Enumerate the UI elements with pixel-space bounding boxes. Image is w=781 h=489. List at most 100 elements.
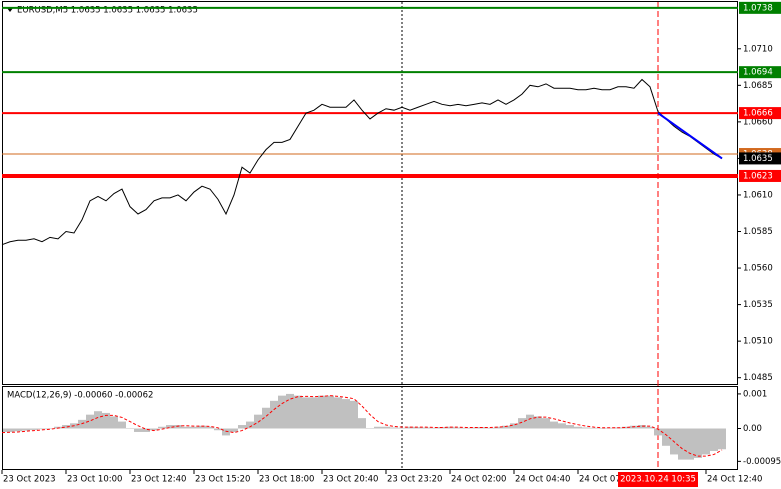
histogram-bar: [686, 428, 694, 460]
y-tick-label: 1.0510: [743, 337, 773, 347]
current-price-box: [739, 152, 781, 165]
y-tick-label: -0.00095: [743, 457, 781, 467]
histogram-bar: [382, 426, 390, 429]
histogram-bar: [550, 421, 558, 429]
y-tick-label: 1.0535: [743, 300, 773, 310]
histogram-bar: [294, 395, 302, 429]
histogram-bar: [694, 428, 702, 458]
histogram-bar: [366, 428, 374, 429]
histogram-bar: [206, 426, 214, 429]
y-tick-label: 1.0685: [743, 81, 773, 91]
histogram-bar: [430, 427, 438, 429]
histogram-bar: [414, 427, 422, 429]
histogram-bar: [222, 428, 230, 436]
histogram-bar: [454, 427, 462, 429]
histogram-bar: [6, 428, 14, 432]
histogram-bar: [118, 421, 126, 429]
histogram-bar: [718, 428, 726, 450]
histogram-bar: [526, 414, 534, 429]
x-tick-label: 24 Oct 07:20: [579, 475, 634, 485]
histogram-bar: [94, 411, 102, 429]
histogram-bar: [406, 426, 414, 429]
signal-line: [1, 395, 723, 457]
histogram-bar: [542, 418, 550, 429]
histogram-bar: [318, 395, 326, 429]
histogram-bar: [198, 425, 206, 429]
histogram-bar: [582, 427, 590, 429]
y-tick-label: 1.0485: [743, 373, 773, 383]
level-label-box: [739, 169, 781, 182]
histogram-bar: [502, 425, 510, 429]
x-tick-label: 23 Oct 10:00: [67, 475, 122, 485]
histogram-bar: [374, 426, 382, 429]
histogram-bar: [46, 428, 54, 429]
histogram-bar: [270, 400, 278, 429]
histogram-bar: [462, 427, 470, 429]
y-tick-label: 1.0610: [743, 190, 773, 200]
histogram-bar: [150, 428, 158, 431]
histogram-bar: [446, 426, 454, 429]
x-tick-label: 23 Oct 18:00: [259, 475, 314, 485]
histogram-bar: [126, 428, 134, 429]
histogram-bar: [110, 416, 118, 429]
macd-panel-frame: [2, 386, 738, 470]
y-tick-label: 1.0560: [743, 264, 773, 274]
y-tick-label: 1.0710: [743, 44, 773, 54]
price-panel-frame: [2, 1, 738, 385]
x-tick-label: 23 Oct 2023: [3, 475, 56, 485]
histogram-bar: [254, 414, 262, 429]
histogram-bar: [230, 428, 238, 432]
time-label: 2023.10.24 10:35: [620, 475, 696, 485]
x-tick-label: 23 Oct 20:40: [323, 475, 378, 485]
histogram-bar: [190, 426, 198, 429]
x-tick-label: 24 Oct 04:40: [515, 475, 570, 485]
chart-title: EURUSD,M5 1.0635 1.0635 1.0635 1.0635: [17, 6, 198, 16]
menu-arrow: [7, 8, 13, 12]
level-label: 1.0666: [743, 109, 773, 119]
price-line: [1, 78, 723, 246]
x-tick-label: 24 Oct 12:40: [707, 475, 762, 485]
histogram-bar: [510, 423, 518, 429]
histogram-bar: [286, 393, 294, 429]
histogram-bar: [158, 426, 166, 429]
histogram-bar: [574, 426, 582, 429]
histogram-bar: [390, 427, 398, 429]
histogram-bar: [310, 397, 318, 429]
histogram-bar: [470, 427, 478, 429]
histogram-bar: [422, 427, 430, 429]
y-tick-label: 1.0585: [743, 227, 773, 237]
histogram-bar: [326, 395, 334, 429]
x-tick-label: 23 Oct 15:20: [195, 475, 250, 485]
level-label: 1.0694: [743, 68, 773, 78]
histogram-bar: [182, 426, 190, 429]
histogram-bar: [486, 427, 494, 429]
histogram-bar: [534, 416, 542, 429]
histogram-bar: [78, 419, 86, 429]
histogram-bar: [350, 400, 358, 429]
histogram-bar: [494, 426, 502, 429]
histogram-bar: [262, 407, 270, 429]
histogram-bar: [342, 399, 350, 429]
histogram-bar: [38, 428, 46, 430]
x-tick-label: 23 Oct 12:40: [131, 475, 186, 485]
histogram-bar: [590, 427, 598, 429]
histogram-bar: [134, 428, 142, 432]
macd-title: MACD(12,26,9) -0.00060 -0.00062: [7, 391, 153, 401]
histogram-bar: [54, 426, 62, 429]
current-price-label: 1.0635: [743, 154, 773, 164]
histogram-bar: [62, 425, 70, 429]
histogram-bar: [334, 397, 342, 429]
histogram-bar: [166, 425, 174, 429]
y-tick-label: 1.0660: [743, 117, 773, 127]
histogram-bar: [598, 428, 606, 429]
level-label-box: [739, 1, 781, 14]
histogram-bar: [518, 418, 526, 429]
histogram-bar: [102, 412, 110, 429]
histogram-bar: [398, 427, 406, 429]
histogram-bar: [710, 428, 718, 451]
histogram-bar: [14, 428, 22, 432]
trend-line: [657, 112, 723, 160]
x-tick-label: 24 Oct 02:00: [451, 475, 506, 485]
